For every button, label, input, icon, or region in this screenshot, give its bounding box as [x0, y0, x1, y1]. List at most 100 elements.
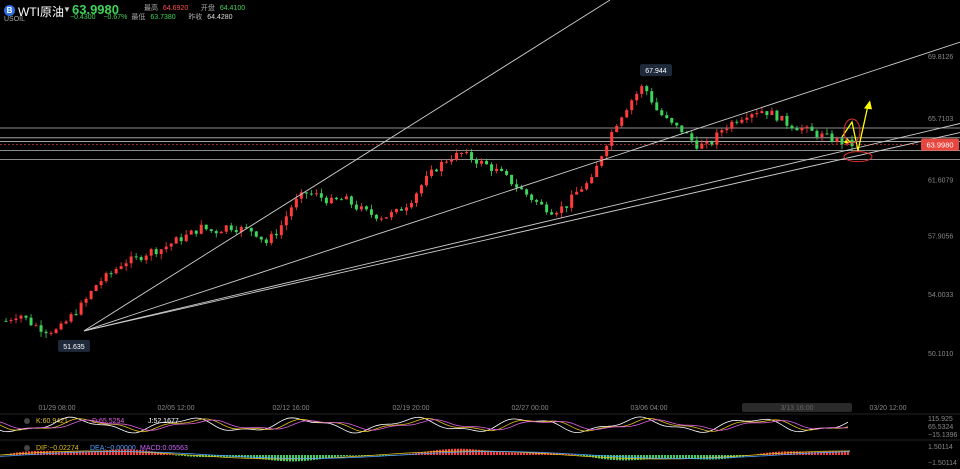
candle-body [169, 243, 173, 247]
candle-body [665, 115, 669, 119]
prev-close-value: 64.4280 [207, 14, 233, 21]
candle-body [505, 171, 509, 175]
candle-body [455, 152, 459, 160]
macd-histogram-bar [259, 455, 261, 459]
open-value: 64.4100 [219, 5, 246, 12]
macd-histogram-bar [181, 455, 183, 456]
macd-histogram-bar [820, 451, 822, 455]
candle-body [179, 237, 183, 242]
macd-histogram-bar [214, 455, 216, 458]
macd-histogram-bar [790, 451, 792, 455]
candle-body [374, 214, 378, 219]
macd-histogram-bar [70, 451, 72, 455]
candle-body [660, 110, 664, 116]
candle-body [680, 125, 684, 133]
candle-body [159, 249, 163, 255]
macd-histogram-bar [436, 450, 438, 455]
prev-close-label: 昨收 [188, 14, 203, 21]
macd-histogram-bar [664, 455, 666, 459]
candle-body [600, 156, 604, 166]
macd-histogram-bar [700, 455, 702, 460]
macd-histogram-bar [646, 455, 648, 460]
macd-histogram-bar [355, 455, 357, 456]
macd-histogram-bar [241, 455, 243, 458]
candle-body [164, 246, 168, 250]
candle-body [750, 114, 754, 118]
macd-histogram-bar [112, 449, 114, 455]
candle-body [364, 206, 368, 210]
macd-histogram-bar [682, 455, 684, 459]
x-axis-tick-label: 03/06 04:00 [631, 405, 668, 412]
candle-body [605, 145, 609, 157]
candle-body [580, 189, 584, 192]
macd-histogram-bar [661, 455, 663, 459]
macd-histogram-bar [652, 455, 654, 460]
macd-histogram-bar [670, 455, 672, 459]
macd-histogram-bar [130, 449, 132, 455]
macd-histogram-bar [685, 455, 687, 459]
candle-body [279, 225, 283, 236]
macd-histogram-bar [124, 449, 126, 455]
macd-histogram-bar [334, 455, 336, 458]
macd-histogram-bar [220, 455, 222, 457]
symbol-name[interactable]: WTI原油 [18, 5, 64, 19]
candle-body [329, 197, 333, 204]
candle-body [835, 138, 839, 142]
macd-histogram-bar [625, 455, 627, 461]
candle-body [104, 273, 108, 282]
macd-histogram-bar [127, 449, 129, 455]
chevron-down-icon[interactable]: ▼ [63, 5, 71, 14]
candle-body [229, 225, 233, 231]
candle-body [334, 197, 338, 200]
candle-body [620, 117, 624, 126]
candle-body [830, 133, 834, 142]
candle-body [480, 160, 484, 164]
macd-histogram-bar [310, 455, 312, 461]
candle-body [109, 273, 113, 275]
candle-body [44, 331, 48, 334]
candle-body [530, 194, 534, 200]
macd-histogram-bar [484, 450, 486, 455]
candle-body [204, 224, 208, 230]
macd-histogram-bar [346, 455, 348, 456]
macd-histogram-bar [622, 455, 624, 461]
macd-histogram-bar [832, 451, 834, 455]
macd-histogram-bar [526, 452, 528, 455]
candle-body [725, 128, 729, 131]
dif-value-label: DIF:−0.02274 [36, 445, 79, 452]
candle-body [655, 102, 659, 111]
dea-value-label: DEA:−0.00000 [90, 445, 136, 452]
low-callout-label: 51.635 [63, 344, 85, 351]
candle-body [775, 110, 779, 121]
candle-body [424, 175, 428, 186]
x-axis-tick-label: 01/29 08:00 [39, 405, 76, 412]
macd-histogram-bar [703, 455, 705, 460]
macd-histogram-bar [433, 450, 435, 455]
macd-histogram-bar [40, 450, 42, 455]
projection-arrowhead-left [844, 138, 852, 144]
macd-histogram-bar [667, 455, 669, 459]
macd-histogram-bar [499, 451, 501, 455]
macd-histogram-bar [319, 455, 321, 460]
macd-histogram-bar [301, 455, 303, 462]
y-axis-tick-label: 69.8126 [928, 54, 953, 61]
macd-histogram-bar [187, 455, 189, 457]
macd-histogram-bar [178, 455, 180, 456]
candle-body [219, 231, 223, 234]
macd-histogram-bar [511, 452, 513, 455]
macd-histogram-bar [655, 455, 657, 459]
candle-body [735, 121, 739, 123]
candle-body [730, 121, 734, 129]
macd-histogram-bar [247, 455, 249, 458]
x-axis-tick-label: 02/27 00:00 [512, 405, 549, 412]
macd-histogram-bar [529, 452, 531, 455]
candle-body [705, 141, 709, 144]
candle-body [535, 199, 539, 202]
candle-body [74, 314, 78, 316]
macd-histogram-bar [349, 455, 351, 456]
x-axis-tick-label: 03/20 12:00 [870, 405, 907, 412]
d-line [0, 419, 848, 431]
candle-body [54, 329, 58, 333]
y-axis-tick-label: 54.0033 [928, 292, 953, 299]
